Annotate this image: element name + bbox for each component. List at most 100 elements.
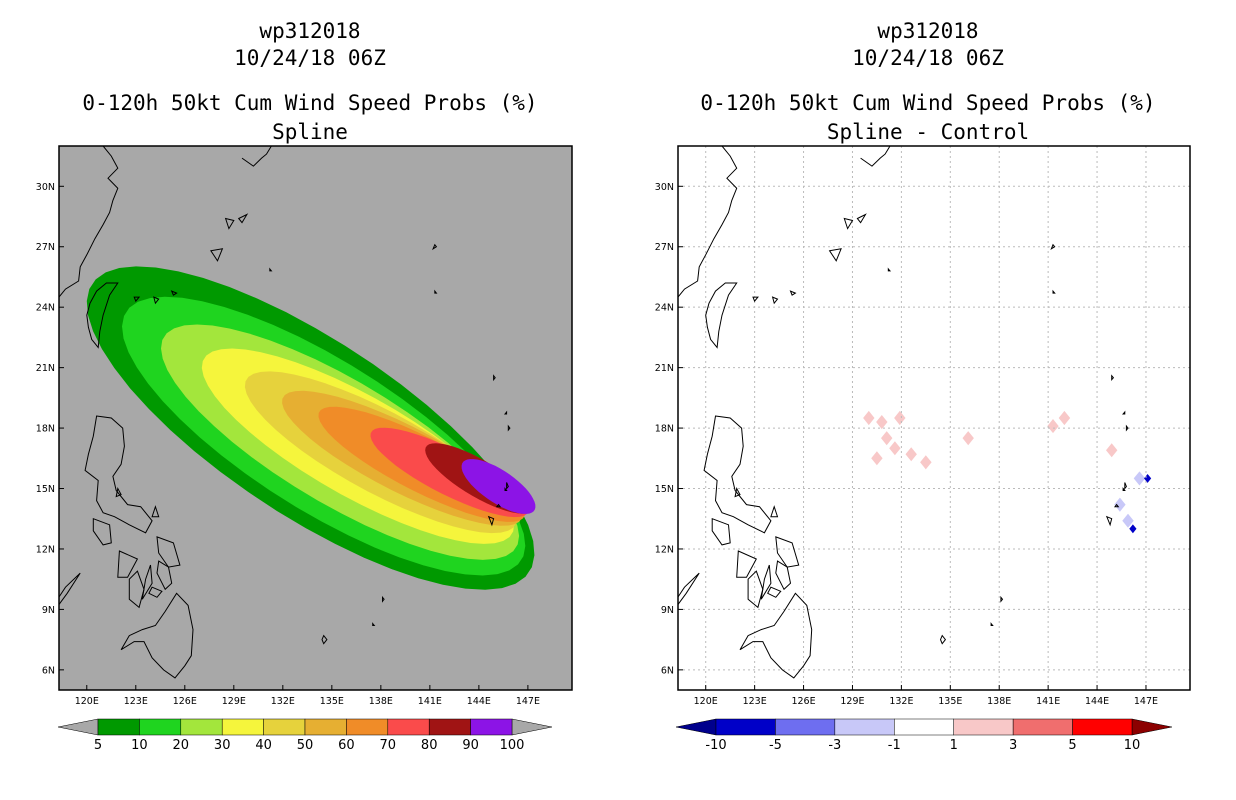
right-coastline-catanduanes bbox=[770, 505, 779, 518]
right-coastline-luzon bbox=[703, 415, 772, 534]
left-xtick-label-1: 123E bbox=[124, 696, 148, 707]
left-colorbar-swatch-1 bbox=[139, 718, 182, 736]
right-ytick-label-2: 12N bbox=[655, 544, 674, 555]
right-coastline-agrihan bbox=[1122, 410, 1126, 415]
right-chart-title: 0-120h 50kt Cum Wind Speed Probs (%) bbox=[700, 91, 1156, 115]
left-datetime: 10/24/18 06Z bbox=[234, 46, 386, 70]
left-coastline-panay bbox=[117, 550, 139, 578]
right-colorbar-swatch-6 bbox=[1072, 718, 1133, 736]
left-plot-content bbox=[59, 146, 536, 679]
left-colorbar-swatch-2 bbox=[180, 718, 223, 736]
left-coastline-agrihan bbox=[503, 410, 508, 415]
right-plot-content bbox=[678, 146, 1190, 690]
left-coastline-saipan bbox=[506, 482, 509, 490]
left-coastline-catanduanes bbox=[151, 505, 160, 518]
left-coastline-farallon bbox=[493, 374, 496, 382]
left-xtick-label-8: 144E bbox=[467, 696, 491, 707]
left-coastline-samar bbox=[156, 536, 181, 568]
right-xtick-label-4: 132E bbox=[889, 696, 913, 707]
left-coastline-mindoro bbox=[92, 517, 112, 546]
right-xtick-label-6: 138E bbox=[987, 696, 1011, 707]
right-coastline-ryukyu1 bbox=[828, 248, 842, 262]
right-anomaly-9 bbox=[1047, 419, 1059, 434]
left-chart-subtitle: Spline bbox=[272, 120, 348, 144]
right-coastline-saipan bbox=[1124, 482, 1127, 490]
right-anomaly-12 bbox=[1133, 471, 1146, 486]
left-colorbar-label-10: 100 bbox=[500, 738, 525, 753]
right-colorbar-label-6: 5 bbox=[1068, 738, 1076, 753]
right-colorbar-swatch-2 bbox=[834, 718, 895, 736]
left-ytick-label-0: 6N bbox=[42, 665, 55, 676]
right-coastline-ryukyu4 bbox=[771, 296, 779, 305]
right-colorbar-label-0: -10 bbox=[705, 738, 726, 753]
left-coastline-leyte bbox=[156, 560, 173, 591]
right-colorbar-label-2: -3 bbox=[828, 738, 841, 753]
right-coastline-marcusish bbox=[1052, 289, 1056, 294]
left-xtick-label-5: 135E bbox=[320, 696, 344, 707]
right-xtick-label-5: 135E bbox=[938, 696, 962, 707]
right-anomaly-4 bbox=[871, 451, 883, 466]
left-coastline-bohol bbox=[148, 586, 163, 598]
right-anomaly-8 bbox=[962, 431, 974, 446]
left-colorbar-arrow-left bbox=[57, 718, 99, 736]
left-colorbar-label-6: 60 bbox=[338, 738, 355, 753]
right-coastline-mindanao bbox=[739, 592, 813, 679]
right-ytick-label-4: 18N bbox=[655, 424, 674, 435]
left-xtick-label-3: 129E bbox=[222, 696, 246, 707]
left-coastline-iwo bbox=[432, 243, 438, 251]
right-ytick-label-3: 15N bbox=[655, 484, 674, 495]
left-coastline-guam bbox=[487, 515, 495, 527]
left-ytick-label-2: 12N bbox=[36, 544, 55, 555]
right-coastline-rota bbox=[1113, 503, 1120, 508]
right-coastline-polillo bbox=[734, 487, 741, 498]
left-coastline-rota bbox=[495, 503, 502, 508]
right-colorbar-label-5: 3 bbox=[1009, 738, 1017, 753]
right-ytick-label-0: 6N bbox=[661, 665, 674, 676]
left-colorbar-swatch-7 bbox=[387, 718, 430, 736]
right-xtick-label-9: 147E bbox=[1134, 696, 1158, 707]
right-anomaly-3 bbox=[881, 431, 893, 446]
right-anomaly-15 bbox=[1122, 513, 1134, 528]
left-coastline-ryukyu2 bbox=[224, 217, 235, 230]
left-colorbar-swatch-3 bbox=[221, 718, 264, 736]
right-anomaly-0 bbox=[863, 410, 875, 426]
left-coastline-ryukyu1 bbox=[210, 248, 224, 262]
right-colorbar-label-7: 10 bbox=[1124, 738, 1141, 753]
right-plot-frame bbox=[677, 145, 1191, 691]
left-coastline-palau bbox=[321, 634, 328, 645]
right-coastline-daito bbox=[887, 267, 892, 272]
right-colorbar-arrow-right bbox=[1131, 718, 1173, 736]
right-xtick-label-1: 123E bbox=[743, 696, 767, 707]
left-storm-id: wp312018 bbox=[259, 19, 361, 43]
right-storm-id: wp312018 bbox=[877, 19, 979, 43]
right-coastline-ngulu bbox=[990, 622, 994, 626]
left-colorbar-label-5: 50 bbox=[297, 738, 314, 753]
right-colorbar-label-1: -5 bbox=[769, 738, 782, 753]
right-anomaly-10 bbox=[1058, 410, 1071, 426]
left-coastline-yap bbox=[382, 595, 385, 603]
left-colorbar-label-9: 90 bbox=[462, 738, 479, 753]
left-xtick-label-0: 120E bbox=[75, 696, 99, 707]
right-coastline-cebu bbox=[760, 564, 772, 600]
left-coastline-kyushu bbox=[241, 146, 272, 167]
left-contour-90 bbox=[461, 459, 536, 514]
left-coastline-ryukyu5 bbox=[170, 290, 178, 296]
left-coastline-marcusish bbox=[434, 289, 438, 294]
left-coastline-ryukyu3 bbox=[237, 213, 249, 224]
left-xtick-label-2: 126E bbox=[173, 696, 197, 707]
left-colorbar-label-8: 80 bbox=[421, 738, 438, 753]
left-xtick-label-9: 147E bbox=[516, 696, 540, 707]
left-ytick-label-1: 9N bbox=[42, 605, 55, 616]
left-coastline-mindanao bbox=[120, 592, 194, 679]
right-anomaly-6 bbox=[905, 447, 917, 462]
right-colorbar-swatch-3 bbox=[894, 718, 954, 736]
right-colorbar-arrow-left bbox=[675, 718, 717, 736]
left-colorbar-swatch-6 bbox=[346, 718, 389, 736]
left-coastline-cebu bbox=[141, 564, 153, 600]
right-anomaly-11 bbox=[1106, 443, 1118, 458]
left-coastline-polillo bbox=[115, 487, 122, 498]
right-coastline-tinian bbox=[1122, 487, 1126, 491]
left-colorbar-label-2: 20 bbox=[173, 738, 190, 753]
left-colorbar-swatch-0 bbox=[97, 718, 140, 736]
left-colorbar-swatch-8 bbox=[428, 718, 471, 736]
